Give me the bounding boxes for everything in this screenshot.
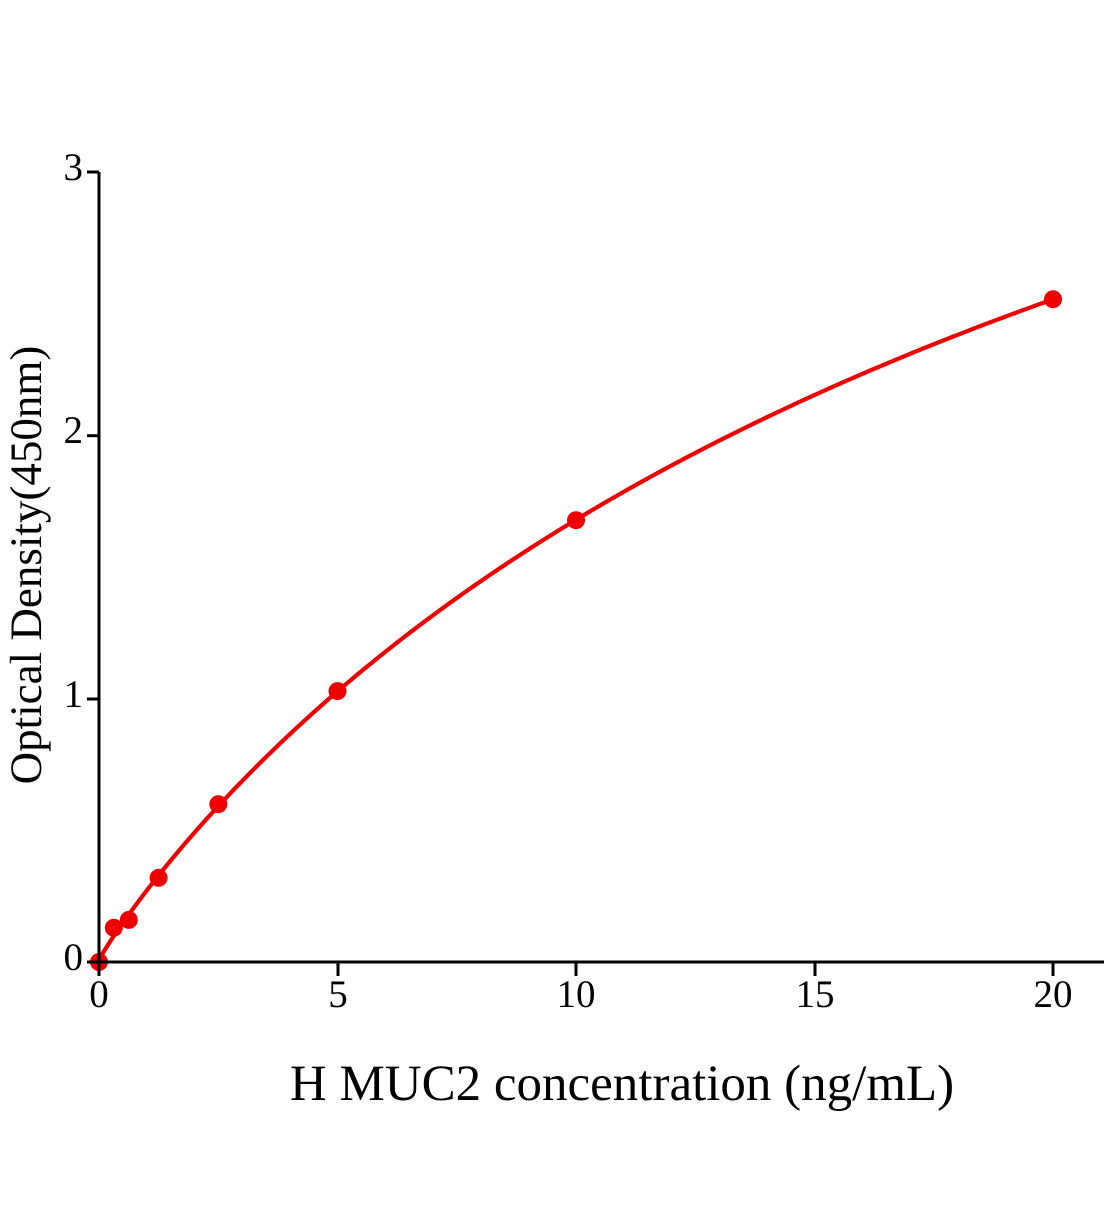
- svg-text:10: 10: [557, 973, 596, 1016]
- svg-text:Optical Density(450nm): Optical Density(450nm): [1, 346, 51, 785]
- svg-text:1: 1: [64, 673, 84, 716]
- svg-text:H MUC2 concentration (ng/mL): H MUC2 concentration (ng/mL): [290, 1056, 954, 1112]
- svg-text:20: 20: [1034, 973, 1073, 1016]
- svg-text:2: 2: [64, 409, 84, 452]
- svg-text:5: 5: [328, 973, 348, 1016]
- svg-text:0: 0: [89, 973, 109, 1016]
- svg-text:0: 0: [64, 936, 84, 979]
- svg-text:15: 15: [796, 973, 835, 1016]
- svg-text:3: 3: [64, 146, 84, 189]
